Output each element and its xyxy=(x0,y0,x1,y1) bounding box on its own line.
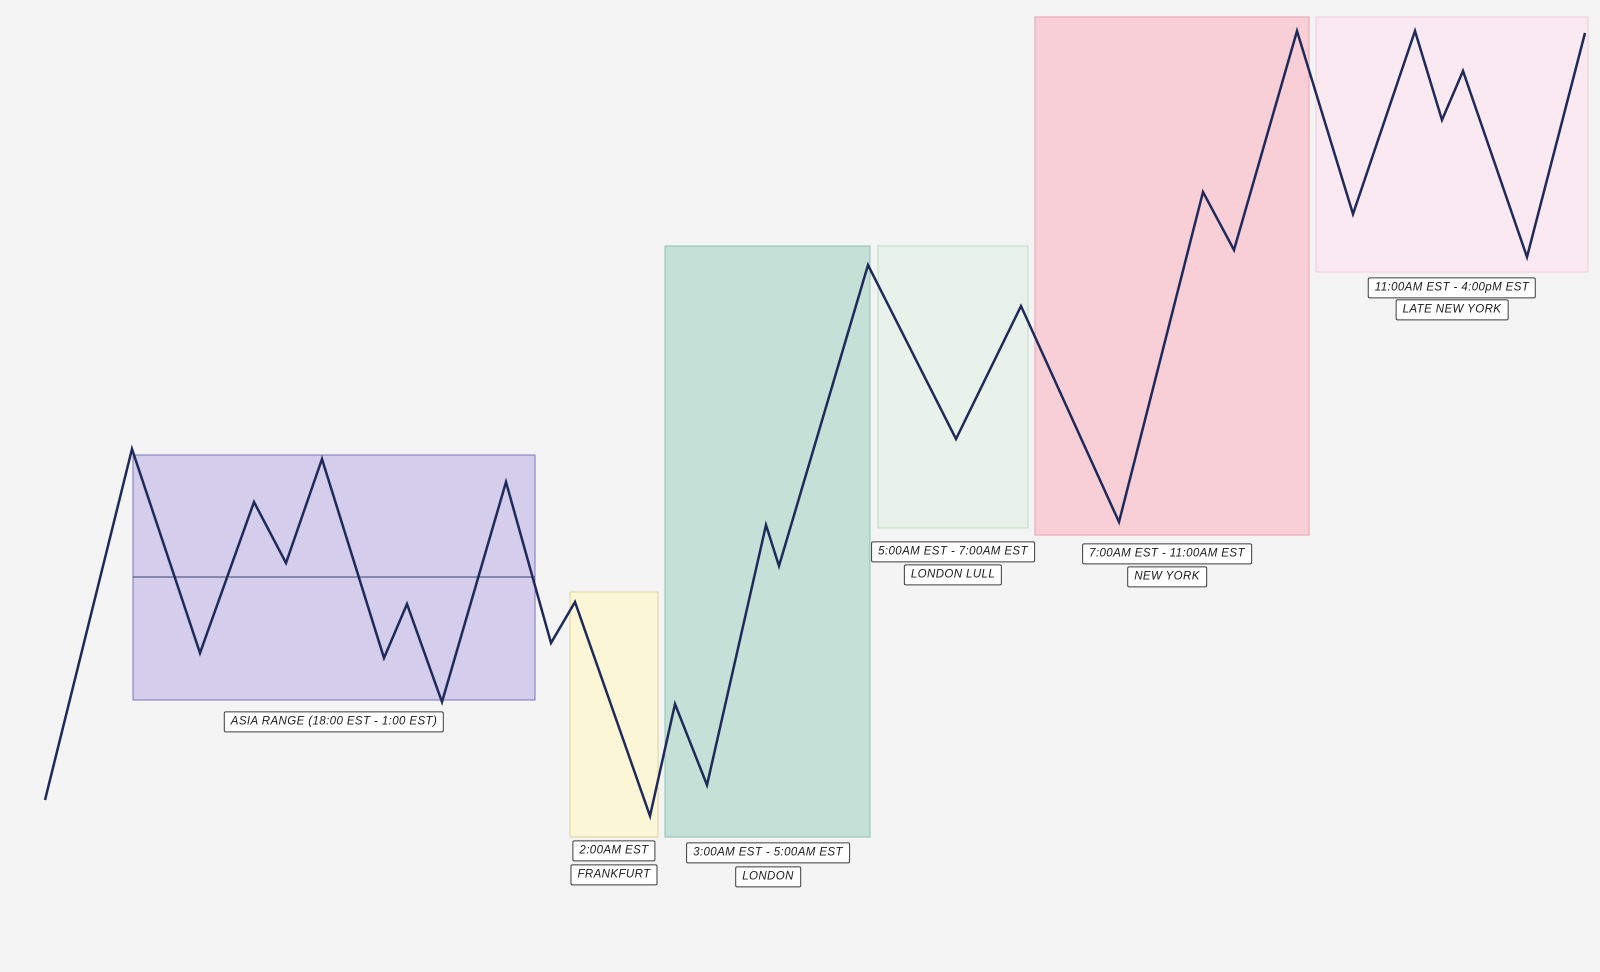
session-box-london xyxy=(664,245,871,838)
price-line xyxy=(43,26,1587,821)
session-box-london-lull xyxy=(877,245,1029,529)
session-box-new-york xyxy=(1034,16,1310,536)
session-box-late-new-york xyxy=(1315,16,1589,273)
